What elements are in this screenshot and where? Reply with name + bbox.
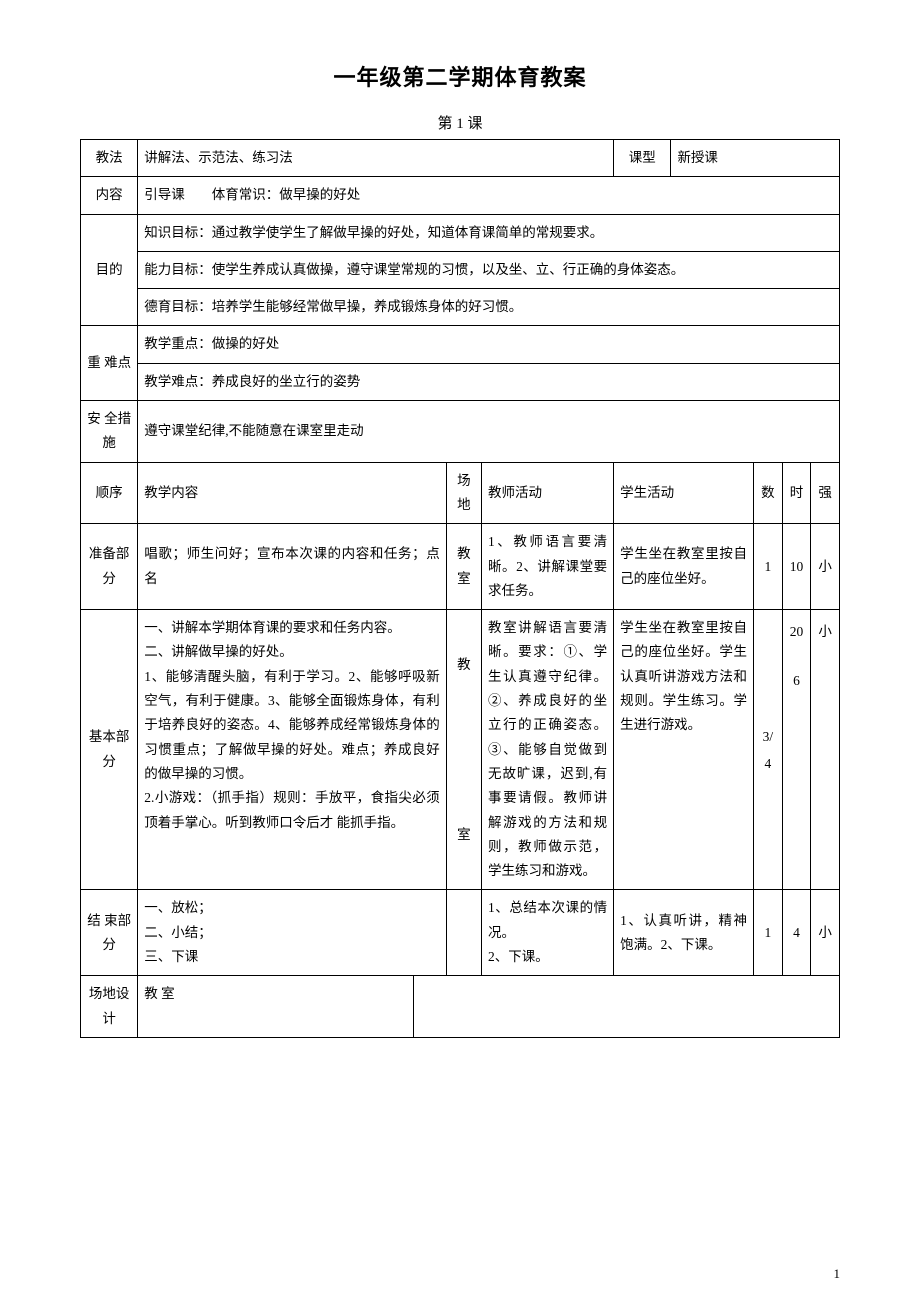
field-blank: [413, 976, 839, 1038]
key-point: 教学重点：做操的好处: [138, 326, 840, 363]
row-obj-3: 德育目标：培养学生能够经常做早操，养成锻炼身体的好习惯。: [81, 289, 840, 326]
hdr-place: 场地: [446, 462, 481, 524]
prep-count: 1: [754, 524, 783, 610]
prep-content: 唱歌；师生问好；宣布本次课的内容和任务；点名: [138, 524, 446, 610]
label-objectives: 目的: [81, 214, 138, 326]
lesson-table: 教法 讲解法、示范法、练习法 课型 新授课 内容 引导课 体育常识：做早操的好处…: [80, 139, 840, 1038]
diff-point: 教学难点：养成良好的坐立行的姿势: [138, 363, 840, 400]
label-main: 基本部分: [81, 610, 138, 890]
hdr-teacher: 教师活动: [481, 462, 613, 524]
prep-intensity: 小: [811, 524, 840, 610]
row-seq-header: 顺序 教学内容 场地 教师活动 学生活动 数 时 强: [81, 462, 840, 524]
value-content: 引导课 体育常识：做早操的好处: [138, 177, 840, 214]
main-intensity: 小: [811, 610, 840, 890]
label-field: 场地设计: [81, 976, 138, 1038]
hdr-count: 数: [754, 462, 783, 524]
obj-ability: 能力目标：使学生养成认真做操，遵守课堂常规的习惯，以及坐、立、行正确的身体姿态。: [138, 251, 840, 288]
row-prep: 准备部分 唱歌；师生问好；宣布本次课的内容和任务；点名 教室 1、教师语言要清晰…: [81, 524, 840, 610]
hdr-time: 时: [782, 462, 811, 524]
prep-place: 教室: [446, 524, 481, 610]
end-place: [446, 890, 481, 976]
row-end: 结 束部分 一、放松； 二、小结； 三、下课 1、总结本次课的情况。 2、下课。…: [81, 890, 840, 976]
page-number: 1: [834, 1266, 841, 1282]
row-key-1: 重 难点 教学重点：做操的好处: [81, 326, 840, 363]
label-prep: 准备部分: [81, 524, 138, 610]
hdr-student: 学生活动: [614, 462, 754, 524]
main-teacher: 教室讲解语言要清晰。要求：①、学生认真遵守纪律。②、养成良好的坐立行的正确姿态。…: [481, 610, 613, 890]
prep-teacher: 1、教师语言要清晰。2、讲解课堂要求任务。: [481, 524, 613, 610]
label-end: 结 束部分: [81, 890, 138, 976]
value-field: 教 室: [138, 976, 413, 1038]
label-content: 内容: [81, 177, 138, 214]
row-obj-1: 目的 知识目标：通过教学使学生了解做早操的好处，知道体育课简单的常规要求。: [81, 214, 840, 251]
row-safety: 安 全措施 遵守课堂纪律,不能随意在课室里走动: [81, 401, 840, 463]
obj-knowledge: 知识目标：通过教学使学生了解做早操的好处，知道体育课简单的常规要求。: [138, 214, 840, 251]
label-safety: 安 全措施: [81, 401, 138, 463]
main-time: 20 6: [782, 610, 811, 890]
label-key-diff: 重 难点: [81, 326, 138, 401]
value-class-type: 新授课: [671, 140, 840, 177]
row-teaching-method: 教法 讲解法、示范法、练习法 课型 新授课: [81, 140, 840, 177]
row-main: 基本部分 一、讲解本学期体育课的要求和任务内容。 二、讲解做早操的好处。 1、能…: [81, 610, 840, 890]
prep-time: 10: [782, 524, 811, 610]
main-place: 教 室: [446, 610, 481, 890]
end-teacher: 1、总结本次课的情况。 2、下课。: [481, 890, 613, 976]
end-student: 1、认真听讲，精神饱满。2、下课。: [614, 890, 754, 976]
main-count: 3/4: [754, 610, 783, 890]
end-content: 一、放松； 二、小结； 三、下课: [138, 890, 446, 976]
end-count: 1: [754, 890, 783, 976]
hdr-seq: 顺序: [81, 462, 138, 524]
obj-moral: 德育目标：培养学生能够经常做早操，养成锻炼身体的好习惯。: [138, 289, 840, 326]
row-field: 场地设计 教 室: [81, 976, 840, 1038]
hdr-content: 教学内容: [138, 462, 446, 524]
main-student: 学生坐在教室里按自己的座位坐好。学生认真听讲游戏方法和规则。学生练习。学生进行游…: [614, 610, 754, 890]
lesson-number: 第 1 课: [80, 112, 840, 133]
label-teaching-method: 教法: [81, 140, 138, 177]
row-content: 内容 引导课 体育常识：做早操的好处: [81, 177, 840, 214]
lesson-plan-page: 一年级第二学期体育教案 第 1 课 教法 讲解法、示范法、练习法 课型 新授课 …: [0, 0, 920, 1302]
row-key-2: 教学难点：养成良好的坐立行的姿势: [81, 363, 840, 400]
hdr-intensity: 强: [811, 462, 840, 524]
label-class-type: 课型: [614, 140, 671, 177]
row-obj-2: 能力目标：使学生养成认真做操，遵守课堂常规的习惯，以及坐、立、行正确的身体姿态。: [81, 251, 840, 288]
end-time: 4: [782, 890, 811, 976]
end-intensity: 小: [811, 890, 840, 976]
value-teaching-method: 讲解法、示范法、练习法: [138, 140, 614, 177]
prep-student: 学生坐在教室里按自己的座位坐好。: [614, 524, 754, 610]
value-safety: 遵守课堂纪律,不能随意在课室里走动: [138, 401, 840, 463]
main-content: 一、讲解本学期体育课的要求和任务内容。 二、讲解做早操的好处。 1、能够清醒头脑…: [138, 610, 446, 890]
page-title: 一年级第二学期体育教案: [80, 60, 840, 92]
